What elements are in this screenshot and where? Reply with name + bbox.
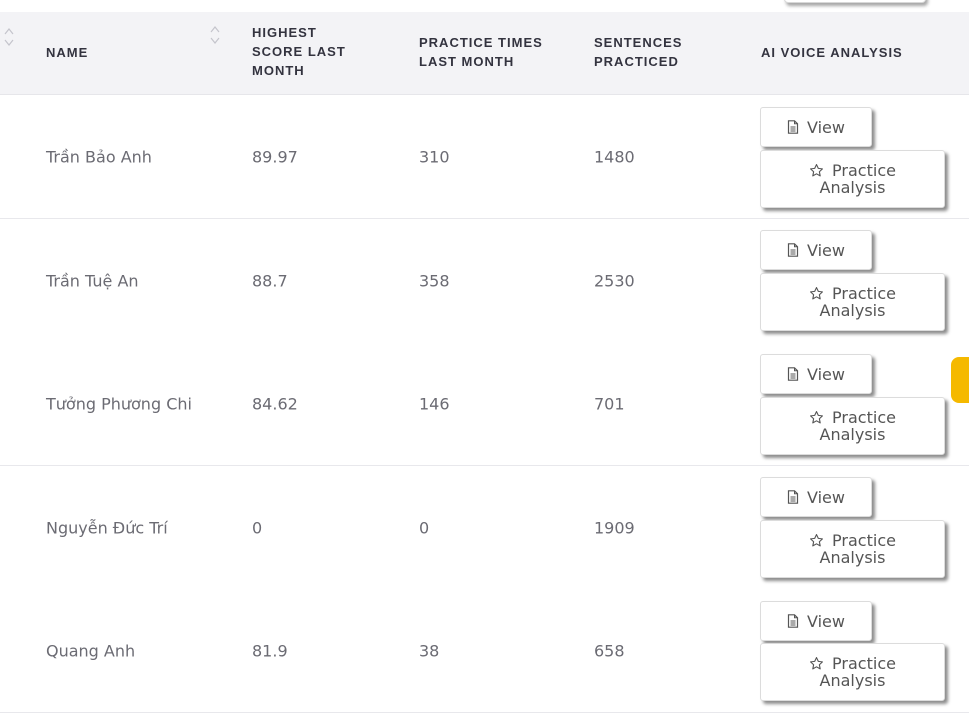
cell-name: Trần Bảo Anh [46,147,152,166]
table-row: Trần Tuệ An 88.7 358 2530 View Practice … [0,219,969,343]
cell-name: Tưởng Phương Chi [46,394,192,413]
practice-analysis-button[interactable]: Practice Analysis [760,643,945,701]
cell-highest-score: 88.7 [252,271,288,290]
cell-name: Trần Tuệ An [46,271,139,290]
column-header-line: MONTH [252,63,305,78]
cell-practice-times: 310 [419,147,450,166]
column-header-line: SCORE LAST [252,44,346,59]
top-button-edge[interactable] [784,0,926,3]
view-button[interactable]: View [760,230,872,270]
cell-practice-times: 38 [419,641,440,660]
column-header-practice-times[interactable]: PRACTICE TIMES LAST MONTH [419,33,543,71]
sort-icon[interactable] [4,26,14,48]
cell-name: Quang Anh [46,641,136,660]
view-button-label: View [807,611,845,631]
practice-label: Practice [832,531,896,550]
star-icon [809,286,824,301]
column-header-line: SENTENCES [594,35,683,50]
cell-practice-times: 0 [419,518,430,537]
star-icon [809,163,824,178]
document-icon [787,243,799,257]
analysis-label: Analysis [819,425,886,444]
column-header-line: LAST MONTH [419,54,515,69]
cell-name: Nguyễn Đức Trí [46,518,168,537]
analysis-label: Analysis [819,671,886,690]
cell-sentences: 1480 [594,147,635,166]
column-header-line: PRACTICED [594,54,679,69]
cell-sentences: 658 [594,641,625,660]
star-icon [809,410,824,425]
star-icon [809,656,824,671]
column-header-line: PRACTICE TIMES [419,35,543,50]
practice-label: Practice [832,408,896,427]
table-row: Nguyễn Đức Trí 0 0 1909 View Practice An… [0,466,969,590]
view-button[interactable]: View [760,354,872,394]
column-header-name[interactable]: NAME [46,45,89,60]
cell-practice-times: 146 [419,394,450,413]
document-icon [787,614,799,628]
view-button-label: View [807,117,845,137]
view-button[interactable]: View [760,107,872,147]
practice-label: Practice [832,284,896,303]
document-icon [787,367,799,381]
top-strip [0,0,969,12]
view-button-label: View [807,364,845,384]
cell-sentences: 701 [594,394,625,413]
column-header-highest-score[interactable]: HIGHEST SCORE LAST MONTH [252,23,346,80]
analysis-label: Analysis [819,301,886,320]
table-row: Tưởng Phương Chi 84.62 146 701 View Prac… [0,342,969,466]
cell-highest-score: 84.62 [252,394,298,413]
practice-label: Practice [832,161,896,180]
cell-sentences: 1909 [594,518,635,537]
practice-analysis-button[interactable]: Practice Analysis [760,150,945,208]
table-row: Trần Bảo Anh 89.97 310 1480 View Practic… [0,95,969,219]
analysis-label: Analysis [819,548,886,567]
side-feedback-tab[interactable] [951,357,969,403]
practice-analysis-button[interactable]: Practice Analysis [760,273,945,331]
cell-highest-score: 0 [252,518,263,537]
document-icon [787,120,799,134]
cell-sentences: 2530 [594,271,635,290]
document-icon [787,490,799,504]
view-button-label: View [807,487,845,507]
sort-icon[interactable] [210,24,220,46]
cell-practice-times: 358 [419,271,450,290]
practice-analysis-button[interactable]: Practice Analysis [760,397,945,455]
column-header-line: HIGHEST [252,25,317,40]
view-button[interactable]: View [760,601,872,641]
practice-analysis-button[interactable]: Practice Analysis [760,520,945,578]
star-icon [809,533,824,548]
view-button-label: View [807,240,845,260]
analysis-label: Analysis [819,178,886,197]
view-button[interactable]: View [760,477,872,517]
table-row: Quang Anh 81.9 38 658 View Practice Anal… [0,589,969,713]
cell-highest-score: 89.97 [252,147,298,166]
column-header-ai-voice: AI VOICE ANALYSIS [761,45,903,60]
cell-highest-score: 81.9 [252,641,288,660]
column-header-sentences[interactable]: SENTENCES PRACTICED [594,33,682,71]
practice-label: Practice [832,654,896,673]
table-header: NAME HIGHEST SCORE LAST MONTH PRACTICE T… [0,12,969,95]
